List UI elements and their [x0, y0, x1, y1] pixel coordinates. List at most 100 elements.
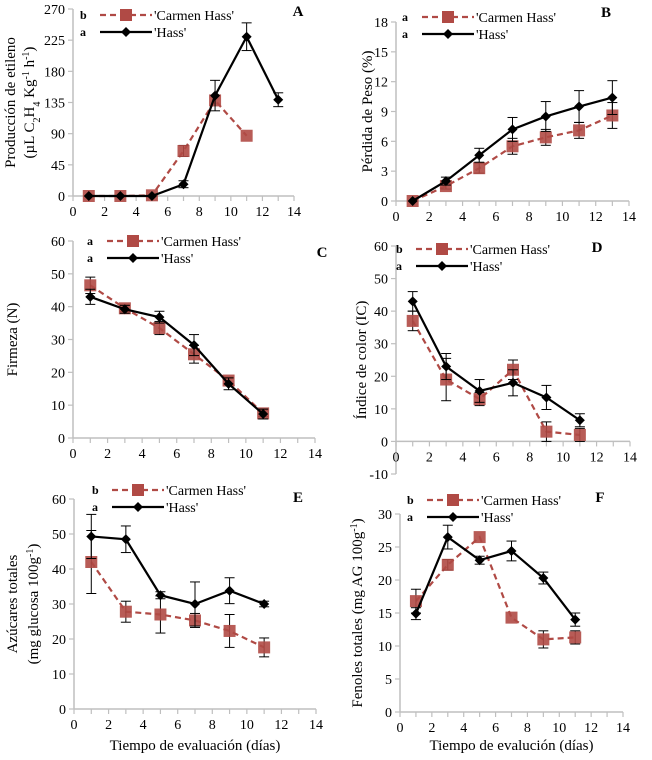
x-tick-label: 10 — [555, 210, 569, 225]
data-point — [259, 599, 270, 609]
x-tick-label: 10 — [240, 718, 254, 733]
panel-label: F — [595, 490, 604, 506]
series-line — [91, 535, 265, 606]
y-tick-label: 20 — [374, 370, 388, 385]
data-point — [574, 415, 585, 426]
y-tick-label: 0 — [58, 190, 65, 205]
x-tick-label: 12 — [590, 450, 604, 465]
data-point — [258, 409, 269, 420]
data-point — [189, 340, 199, 351]
x-tick-label: 4 — [140, 718, 147, 733]
legend-marker — [443, 29, 453, 39]
x-tick-label: 0 — [70, 205, 77, 220]
data-point — [505, 611, 518, 624]
x-tick-label: 12 — [584, 721, 598, 736]
y-tick-label: 135 — [44, 97, 65, 112]
x-tick-label: 8 — [196, 205, 203, 220]
legend: a 'Carmen Hass' a 'Hass' — [402, 10, 556, 43]
y-axis-label: Fenoles totales (mg AG 100g-1) — [349, 518, 367, 707]
data-point — [84, 279, 97, 292]
x-tick-label: 8 — [209, 718, 216, 733]
superscript: -1 — [21, 71, 32, 79]
data-point — [241, 31, 252, 42]
data-point — [120, 534, 131, 545]
significance-letter: b — [396, 242, 403, 256]
series-carmen — [409, 531, 582, 649]
data-point — [573, 428, 586, 441]
chart-panel-b: 0 3 6 9 12 15 18 0 2 4 6 8 10 12 14 Pérdida de Peso (%)… — [360, 5, 636, 225]
y-tick-label: 20 — [52, 633, 66, 648]
x-tick-label: 0 — [393, 450, 400, 465]
y-tick-label: 225 — [44, 34, 65, 49]
legend-label: 'Carmen Hass' — [154, 9, 234, 24]
data-point — [406, 314, 419, 327]
data-point — [540, 425, 553, 438]
x-tick-label: 2 — [105, 718, 112, 733]
legend: b 'Carmen Hass' a 'Hass' — [92, 483, 246, 516]
x-tick-label: 2 — [104, 447, 111, 462]
x-tick-label: 10 — [224, 205, 238, 220]
text-part: Fenoles totales (mg AG — [350, 562, 366, 708]
x-tick-label: 0 — [71, 718, 78, 733]
y-tick-label: 0 — [58, 432, 65, 447]
y-tick-label: 18 — [374, 16, 388, 31]
y-tick-label: 180 — [44, 65, 65, 80]
x-tick-label: 2 — [428, 721, 435, 736]
data-point — [569, 631, 582, 644]
y-tick-label: -10 — [369, 468, 388, 483]
text-part: H — [22, 106, 38, 117]
y-tick-label: 10 — [51, 399, 65, 414]
data-point — [473, 162, 486, 175]
data-point — [223, 378, 234, 389]
series-hass — [83, 22, 284, 201]
text-part: ) — [26, 544, 42, 549]
chart-panel-f: 0 5 10 15 20 25 30 0 2 4 6 8 10 12 14 Fenoles totales (… — [349, 490, 631, 754]
data-point — [607, 92, 618, 103]
legend: b 'Carmen Hass' a 'Hass' — [407, 493, 561, 526]
y-tick-label: 0 — [381, 435, 388, 450]
data-point — [573, 124, 586, 137]
series-carmen — [406, 102, 619, 207]
data-point — [606, 109, 619, 122]
y-axis-label: Azúcares totales — [5, 554, 21, 653]
legend-marker — [132, 484, 144, 496]
legend-label: 'Hass' — [481, 511, 513, 526]
y-tick-label: 60 — [374, 240, 388, 255]
chart-panel-d: -10 0 10 20 30 40 50 60 0 2 4 6 8 10 12 14 Índice de col… — [353, 240, 637, 483]
y-tick-label: 0 — [385, 706, 392, 721]
data-point — [407, 196, 418, 206]
legend-marker — [442, 11, 454, 23]
x-tick-label: 6 — [164, 205, 171, 220]
y-tick-label: 5 — [385, 673, 392, 688]
text-part: 100g — [350, 531, 366, 562]
y-tick-label: 10 — [374, 403, 388, 418]
text-part: 100g — [26, 556, 42, 587]
x-tick-label: 4 — [133, 205, 140, 220]
data-point — [473, 531, 486, 544]
data-point — [474, 385, 485, 396]
x-tick-label: 10 — [239, 447, 253, 462]
x-tick-label: 2 — [101, 205, 108, 220]
legend: b 'Carmen Hass' a 'Hass' — [80, 8, 234, 41]
series-line — [88, 98, 248, 198]
data-point — [154, 312, 165, 323]
series-carmen — [82, 94, 253, 202]
series-line — [414, 535, 577, 621]
x-tick-label: 14 — [309, 718, 323, 733]
series-hass — [407, 80, 618, 206]
x-tick-label: 6 — [493, 450, 500, 465]
y-tick-label: 30 — [51, 334, 65, 349]
y-tick-label: 10 — [378, 640, 392, 655]
data-point — [154, 608, 167, 621]
x-tick-label: 8 — [526, 210, 533, 225]
x-tick-label: 8 — [526, 450, 533, 465]
legend-marker — [447, 494, 459, 506]
legend-label: 'Carmen Hass' — [470, 243, 550, 258]
series-hass — [85, 288, 269, 420]
y-tick-label: 40 — [52, 563, 66, 578]
data-point — [177, 144, 190, 157]
data-point — [508, 377, 518, 388]
data-point — [537, 633, 550, 646]
data-point — [85, 291, 96, 302]
y-axis-label: Pérdida de Peso (%) — [360, 50, 376, 172]
